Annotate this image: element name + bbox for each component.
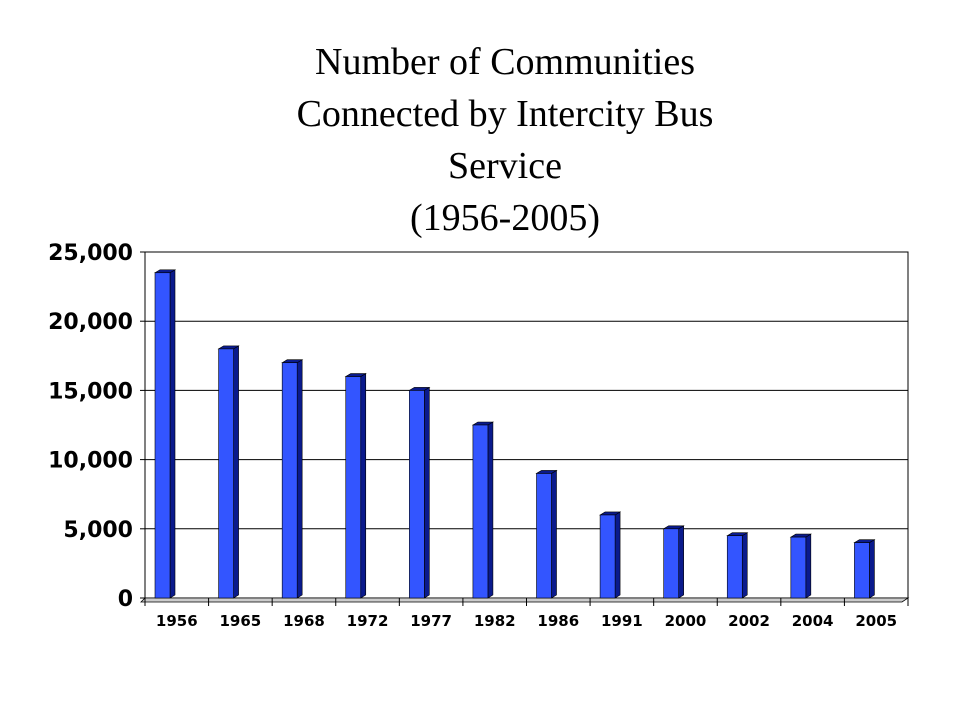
bar bbox=[281, 359, 304, 599]
floor bbox=[140, 597, 910, 603]
bar-front bbox=[854, 542, 870, 599]
bar-front bbox=[281, 362, 298, 599]
y-tick-label: 25,000 bbox=[48, 241, 133, 266]
bar-front bbox=[218, 348, 234, 599]
bar bbox=[662, 525, 685, 599]
chart-title: Number of Communities Connected by Inter… bbox=[205, 36, 805, 244]
bar-side bbox=[741, 532, 748, 599]
bar bbox=[408, 386, 431, 599]
bar-front bbox=[663, 528, 679, 599]
bar bbox=[599, 511, 622, 599]
bar-side bbox=[614, 511, 621, 599]
bar bbox=[535, 469, 558, 599]
x-tick-label: 1982 bbox=[474, 612, 516, 630]
bar-front bbox=[154, 272, 171, 599]
x-tick-label: 1972 bbox=[347, 612, 389, 630]
bar-front bbox=[345, 376, 362, 599]
bar-front bbox=[790, 536, 807, 599]
chart-title-line-2: Connected by Intercity Bus bbox=[296, 93, 714, 135]
x-tick-label: 2004 bbox=[792, 612, 834, 630]
y-tick-label: 20,000 bbox=[48, 310, 133, 335]
bar-side bbox=[805, 533, 812, 599]
bar bbox=[217, 345, 240, 599]
chart-title-line-1: Number of Communities bbox=[315, 41, 695, 83]
bar bbox=[726, 532, 749, 599]
bar-front bbox=[599, 514, 616, 599]
bar-side bbox=[487, 421, 494, 599]
bar-side bbox=[296, 359, 303, 599]
x-tick-label: 1968 bbox=[283, 612, 325, 630]
y-tick-label: 5,000 bbox=[63, 518, 133, 543]
y-tick-label: 0 bbox=[118, 587, 133, 612]
bar-side bbox=[678, 525, 684, 599]
bar-front bbox=[472, 424, 489, 599]
y-tick-label: 15,000 bbox=[48, 379, 133, 404]
x-tick-label: 2005 bbox=[855, 612, 897, 630]
bar bbox=[853, 539, 876, 599]
chart-title-line-3: Service bbox=[448, 145, 562, 187]
y-tick-label: 10,000 bbox=[48, 449, 133, 474]
bar bbox=[344, 373, 367, 599]
x-tick-label: 1991 bbox=[601, 612, 643, 630]
x-tick-label: 1956 bbox=[156, 612, 198, 630]
bar bbox=[471, 421, 494, 599]
bar-side bbox=[233, 345, 239, 599]
bar-side bbox=[360, 373, 367, 599]
x-tick-label: 1977 bbox=[410, 612, 452, 630]
bar bbox=[153, 269, 177, 599]
x-tick-label: 1965 bbox=[220, 612, 262, 630]
x-tick-label: 2002 bbox=[728, 612, 770, 630]
bar-side bbox=[424, 386, 430, 599]
bar-front bbox=[409, 390, 425, 599]
x-tick-label: 2000 bbox=[665, 612, 707, 630]
chart-title-line-4: (1956-2005) bbox=[410, 197, 600, 239]
bar bbox=[789, 533, 812, 599]
bar-side bbox=[869, 539, 875, 599]
x-tick-label: 1986 bbox=[537, 612, 579, 630]
bar-side bbox=[169, 269, 176, 599]
bar-front bbox=[726, 535, 743, 599]
bar-front bbox=[536, 473, 552, 599]
bar-side bbox=[551, 469, 557, 599]
